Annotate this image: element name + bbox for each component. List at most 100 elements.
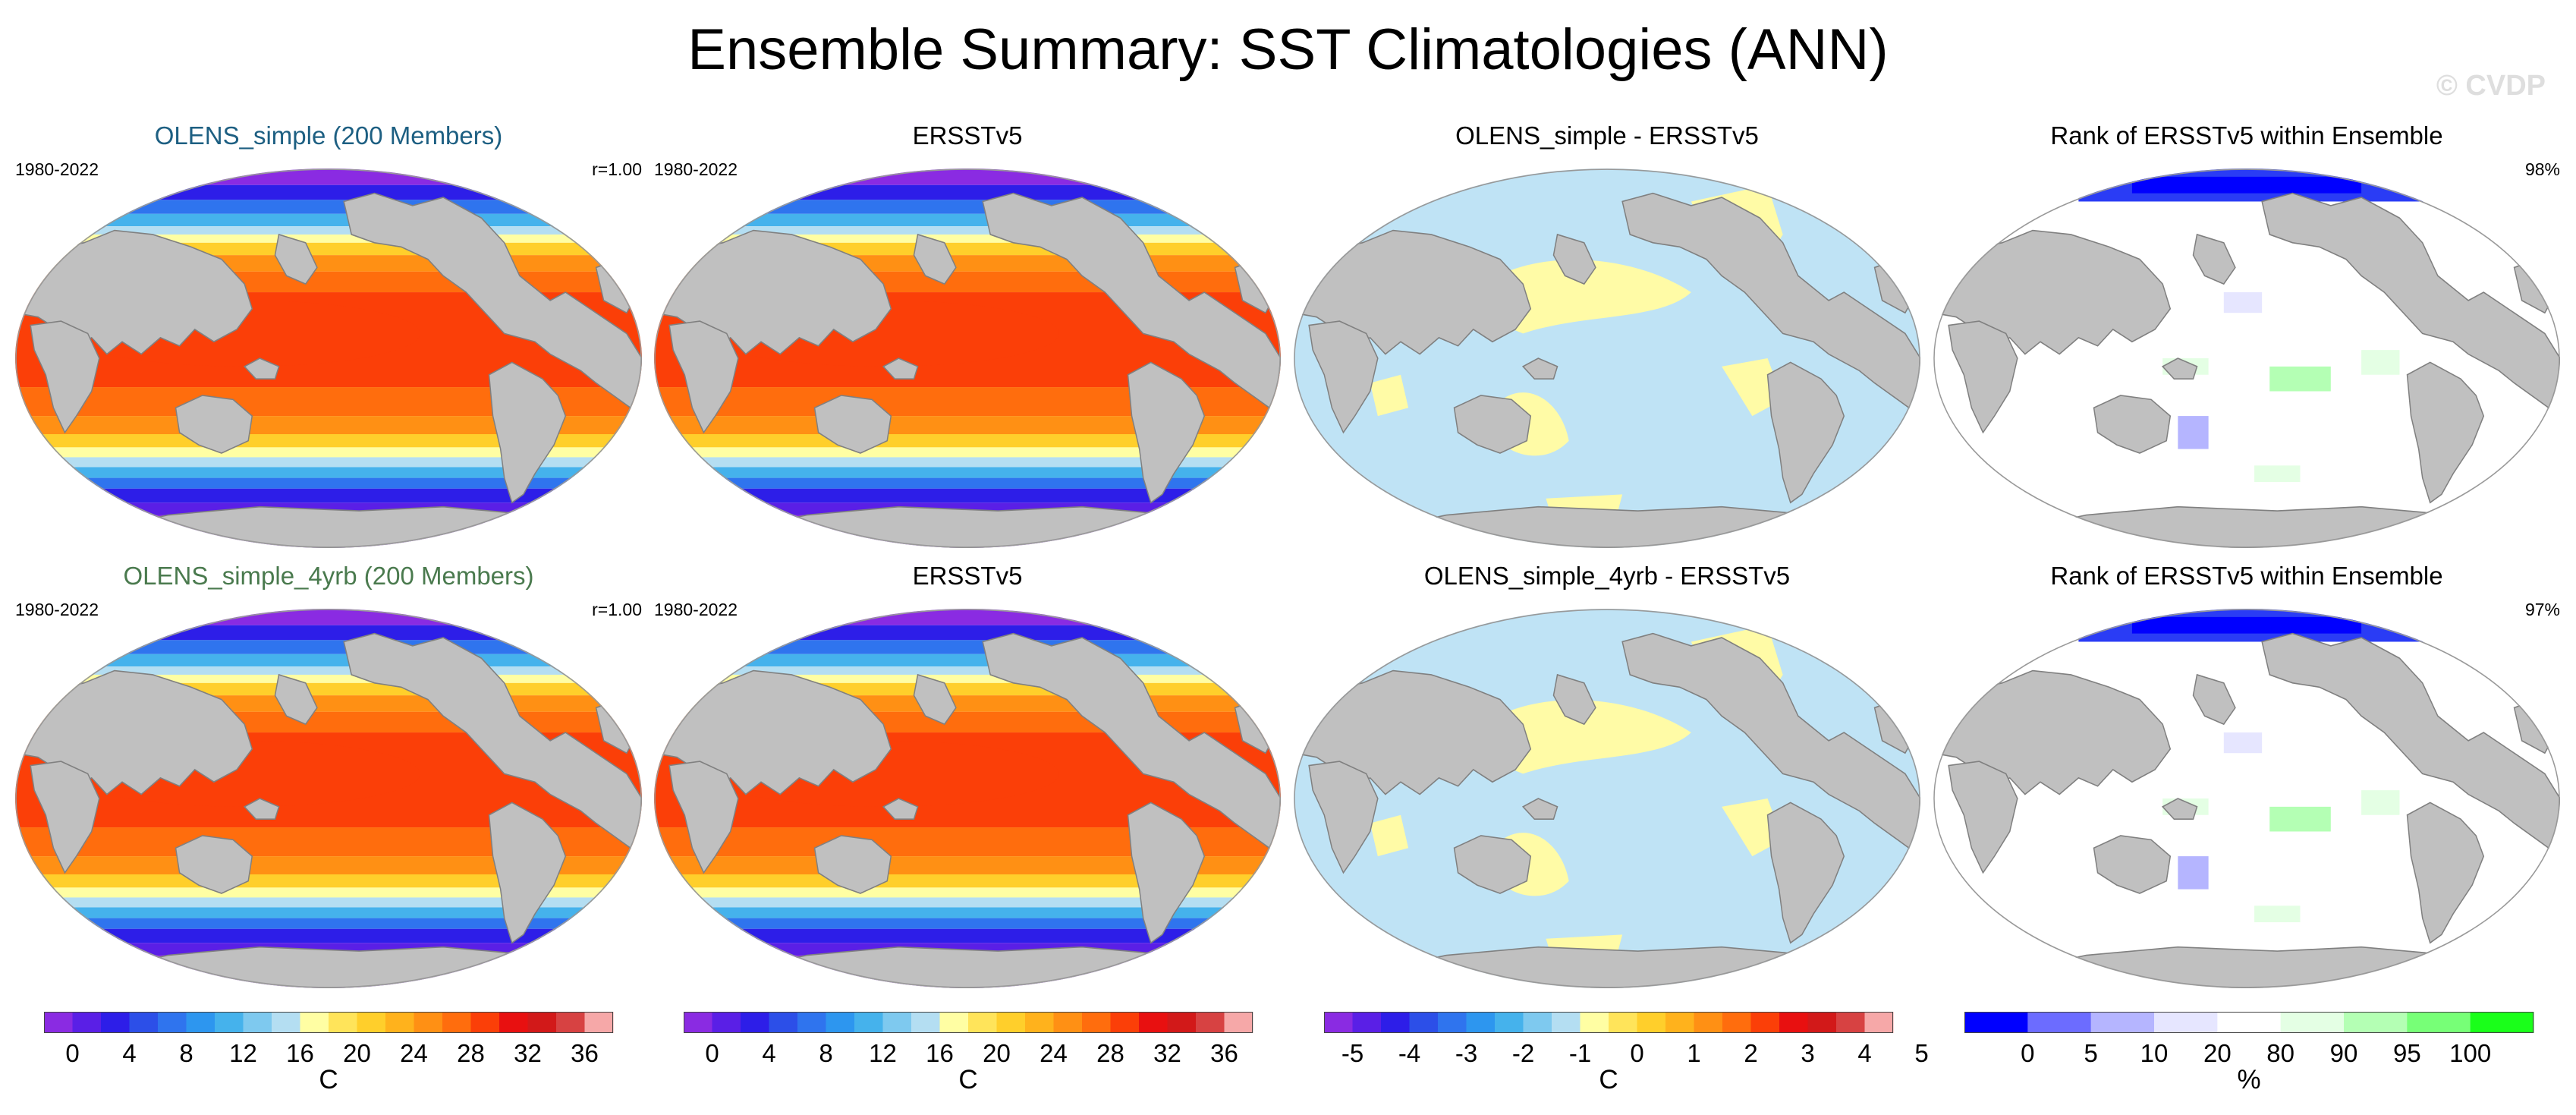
colorbar-swatch [44, 1012, 73, 1033]
colorbar-swatch [215, 1012, 244, 1033]
panel-title: OLENS_simple_4yrb - ERSSTv5 [1423, 562, 1791, 590]
colorbar-tick-label: 8 [819, 1039, 833, 1067]
land-mass [1948, 320, 2018, 434]
colorbar-tick-label: 80 [2266, 1039, 2295, 1067]
map-border [1294, 169, 1920, 548]
land-mass [913, 673, 957, 726]
panel-title: OLENS_simple_4yrb (200 Members) [123, 562, 534, 590]
colorbar-swatch [1637, 1012, 1666, 1033]
colorbar-swatch [1381, 1012, 1410, 1033]
colorbar-frame [684, 1012, 1253, 1033]
colorbar-swatch [1438, 1012, 1467, 1033]
colorbar-tick-label: 28 [1096, 1039, 1124, 1067]
land-mass [343, 192, 642, 417]
sst-band [654, 874, 1281, 888]
land-mass [913, 233, 957, 285]
colorbar-tick-label: 3 [1801, 1039, 1815, 1067]
sst-band [15, 928, 642, 943]
colorbar-swatch [1110, 1012, 1140, 1033]
colorbar-swatch [2407, 1012, 2471, 1033]
colorbar-swatch [243, 1012, 272, 1033]
colorbar-swatch [968, 1012, 997, 1033]
land-mass [175, 835, 253, 894]
sst-band [654, 488, 1281, 503]
colorbar-swatch [2217, 1012, 2282, 1033]
land-mass [982, 192, 1281, 417]
sst-band [654, 897, 1281, 908]
sst-band [15, 434, 642, 448]
colorbar-swatch [329, 1012, 357, 1033]
sst-band [654, 477, 1281, 489]
land-mass [2161, 798, 2198, 820]
sst-band [654, 654, 1281, 667]
figure-title: Ensemble Summary: SST Climatologies (ANN… [687, 17, 1889, 82]
land-mass [30, 320, 100, 434]
sst-band [654, 200, 1281, 214]
land-mass [175, 395, 253, 454]
sst-band [15, 674, 642, 683]
map-border [1933, 609, 2560, 988]
diff-map [1294, 169, 1920, 548]
sst-band [15, 234, 642, 243]
colorbar-swatch [684, 1012, 712, 1033]
sst-band [15, 856, 642, 874]
colorbar-tick-label: 28 [457, 1039, 485, 1067]
colorbar-swatch [2154, 1012, 2218, 1033]
sst-band [654, 666, 1281, 675]
colorbar-tick-label: -3 [1455, 1039, 1478, 1067]
colorbar-swatch [1224, 1012, 1253, 1033]
rank-patch [2361, 790, 2400, 815]
rank-patch [2254, 906, 2301, 923]
colorbar-tick-label: 2 [1744, 1039, 1758, 1067]
land-mass [882, 798, 919, 820]
sst-band [15, 200, 642, 214]
colorbar-swatch [1694, 1012, 1723, 1033]
correlation-label: r=1.00 [592, 159, 642, 179]
colorbar-tick-label: 95 [2392, 1039, 2421, 1067]
colorbar-swatch [357, 1012, 386, 1033]
land-mass [488, 802, 567, 944]
colorbar-swatch [499, 1012, 528, 1033]
sst-band [15, 477, 642, 489]
colorbar-unit: C [1599, 1065, 1618, 1095]
colorbar-frame [1964, 1012, 2534, 1033]
colorbar-swatch [1722, 1012, 1751, 1033]
colorbar-swatch [1025, 1012, 1054, 1033]
colorbar-tick-label: 24 [400, 1039, 428, 1067]
colorbar-swatch [1864, 1012, 1894, 1033]
colorbar-swatch [882, 1012, 912, 1033]
colorbar-swatch [272, 1012, 300, 1033]
colorbar-tick-label: 16 [926, 1039, 954, 1067]
colorbar-swatch [385, 1012, 414, 1033]
map-border [1294, 609, 1920, 988]
colorbar-swatch [584, 1012, 614, 1033]
panel-title: OLENS_simple - ERSSTv5 [1455, 121, 1759, 150]
diff-positive-area [1722, 358, 1783, 417]
colorbar [1964, 1012, 2534, 1033]
colorbar-swatch [939, 1012, 969, 1033]
rank-background [1933, 609, 2560, 988]
colorbar-swatch [1196, 1012, 1225, 1033]
sst-band [654, 918, 1281, 929]
land-mass [1766, 802, 1845, 944]
colorbar-swatch [1139, 1012, 1168, 1033]
land-mass [2261, 192, 2560, 417]
colorbar-swatch [556, 1012, 585, 1033]
land-mass [668, 320, 739, 434]
colorbar-swatch [1352, 1012, 1382, 1033]
colorbar-swatch [1665, 1012, 1694, 1033]
land-mass [1453, 395, 1532, 454]
rank-map [1933, 169, 2560, 548]
sst-band [15, 666, 642, 675]
colorbar-swatch [414, 1012, 443, 1033]
sst-band [654, 928, 1281, 943]
colorbar-swatch [2090, 1012, 2155, 1033]
land-mass [243, 798, 280, 820]
colorbar-swatch [769, 1012, 798, 1033]
colorbar-swatch [1836, 1012, 1865, 1033]
panel-title: ERSSTv5 [912, 121, 1023, 150]
land-mass [30, 761, 100, 874]
land-mass [1308, 320, 1379, 434]
land-mass [343, 632, 642, 858]
land-mass [1621, 192, 1920, 417]
